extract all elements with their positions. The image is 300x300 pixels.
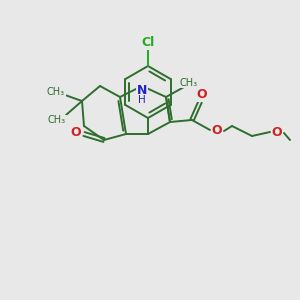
Text: O: O bbox=[71, 125, 81, 139]
Text: O: O bbox=[212, 124, 222, 137]
Text: CH₃: CH₃ bbox=[180, 78, 198, 88]
Text: O: O bbox=[272, 125, 282, 139]
Text: CH₃: CH₃ bbox=[48, 115, 66, 125]
Text: Cl: Cl bbox=[141, 37, 154, 50]
Text: CH₃: CH₃ bbox=[47, 87, 65, 97]
Text: H: H bbox=[138, 95, 146, 105]
Text: O: O bbox=[197, 88, 207, 101]
Text: N: N bbox=[137, 85, 147, 98]
